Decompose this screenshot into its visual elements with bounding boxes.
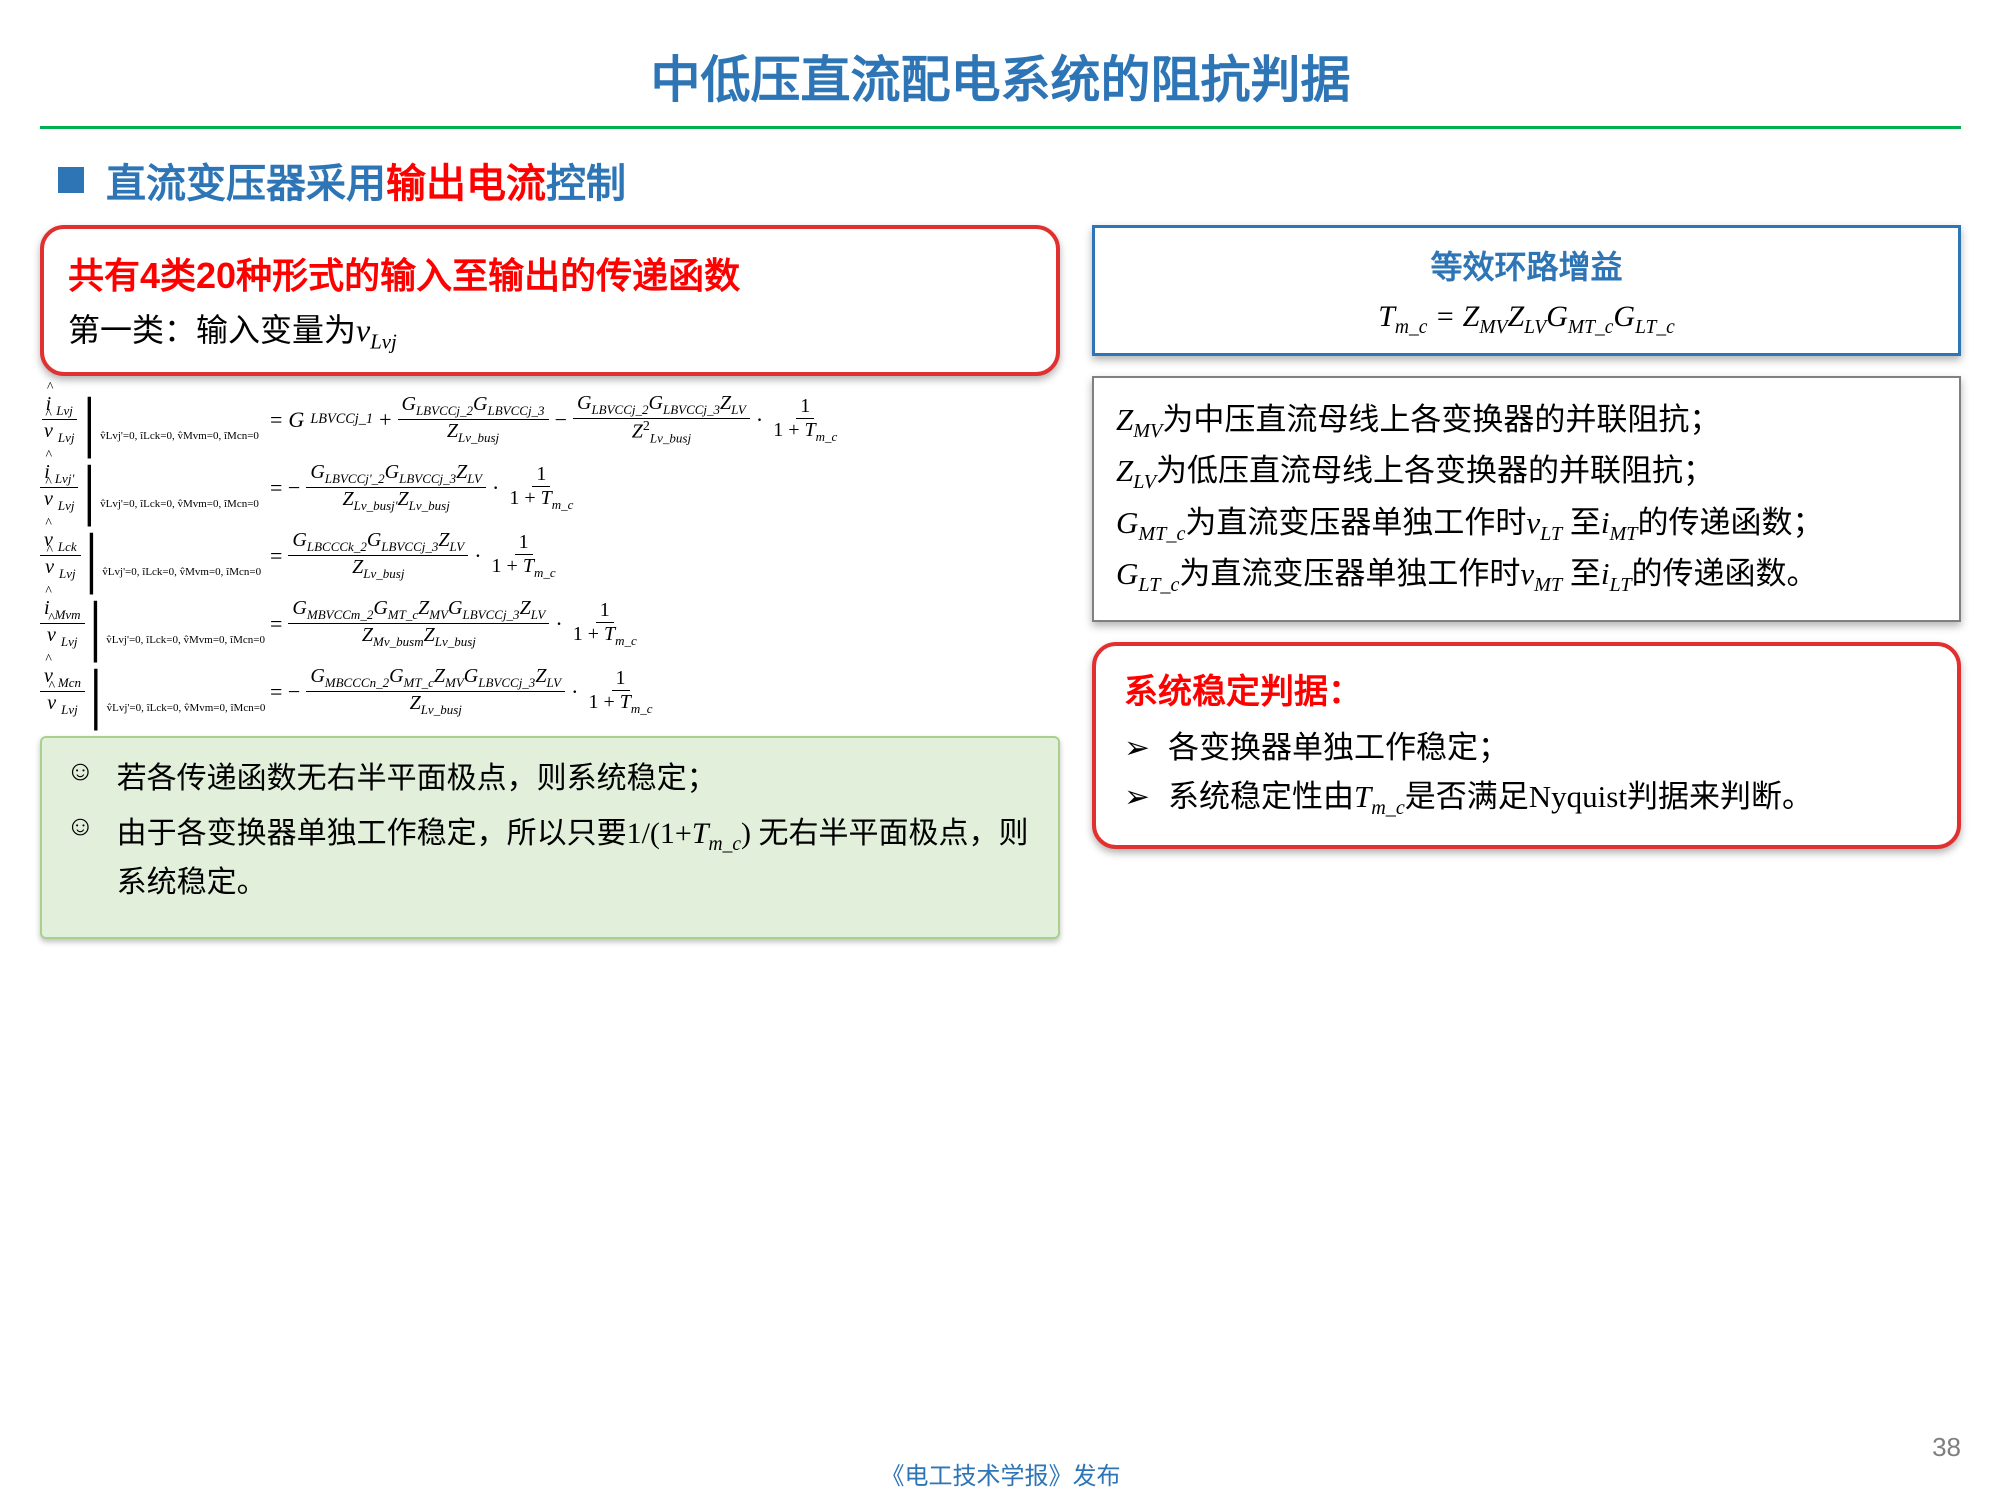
tf-header: 共有4类20种形式的输入至输出的传递函数 [68, 247, 1032, 299]
def-2: ZLV为低压直流母线上各变换器的并联阻抗； [1116, 447, 1937, 498]
stab-item-1: ➢ 各变换器单独工作稳定； [1124, 723, 1933, 773]
smile-icon: ☺ [66, 756, 95, 788]
subtitle-highlight: 输出电流 [386, 162, 546, 206]
page-title: 中低压直流配电系统的阻抗判据 [0, 0, 2001, 126]
tf-subheader: 第一类：输入变量为vLvj [68, 305, 1032, 354]
stab-item-2: ➢ 系统稳定性由Tm_c是否满足Nyquist判据来判断。 [1124, 772, 1933, 824]
transfer-function-box: 共有4类20种形式的输入至输出的传递函数 第一类：输入变量为vLvj [40, 225, 1060, 376]
footer-text: 《电工技术学报》发布 [0, 1456, 2001, 1491]
equation-5: v Mcn v Lvj | v̂Lvj'=0, îLck=0, v̂Mvm=0,… [40, 662, 1060, 720]
note-2: 由于各变换器单独工作稳定，所以只要1/(1+Tm_c) 无右半平面极点，则系统稳… [117, 811, 1034, 904]
equation-4: i Mvm v Lvj | v̂Lvj'=0, îLck=0, v̂Mvm=0,… [40, 594, 1060, 652]
stability-box: 系统稳定判据： ➢ 各变换器单独工作稳定； ➢ 系统稳定性由Tm_c是否满足Ny… [1092, 642, 1961, 849]
bullet-icon [58, 167, 84, 193]
tf-sub-pre: 第一类：输入变量为 [68, 312, 356, 348]
triangle-icon: ➢ [1124, 772, 1150, 822]
equation-3: v Lck v Lvj | v̂Lvj'=0, îLck=0, v̂Mvm=0,… [40, 526, 1060, 584]
loop-gain-eq: Tm_c = ZMVZLVGMT_cGLT_c [1113, 300, 1940, 339]
equations-block: i Lvj v Lvj | v̂Lvj'=0, îLck=0, v̂Mvm=0,… [40, 390, 1060, 720]
equation-1: i Lvj v Lvj | v̂Lvj'=0, îLck=0, v̂Mvm=0,… [40, 390, 1060, 448]
stability-header: 系统稳定判据： [1124, 664, 1933, 713]
equation-2: i Lvj' v Lvj | v̂Lvj'=0, îLck=0, v̂Mvm=0… [40, 458, 1060, 516]
loop-gain-box: 等效环路增益 Tm_c = ZMVZLVGMT_cGLT_c [1092, 225, 1961, 356]
subtitle-post: 控制 [546, 162, 626, 206]
smile-icon: ☺ [66, 811, 95, 843]
tf-sub-sub: Lvj [370, 330, 397, 353]
def-3: GMT_c为直流变压器单独工作时vLT 至iMT的传递函数； [1116, 499, 1937, 550]
green-note-box: ☺ 若各传递函数无右半平面极点，则系统稳定； ☺ 由于各变换器单独工作稳定，所以… [40, 736, 1060, 938]
definitions-box: ZMV为中压直流母线上各变换器的并联阻抗； ZLV为低压直流母线上各变换器的并联… [1092, 376, 1961, 622]
subtitle-pre: 直流变压器采用 [106, 162, 386, 206]
note-1: 若各传递函数无右半平面极点，则系统稳定； [117, 756, 717, 801]
def-4: GLT_c为直流变压器单独工作时vMT 至iLT的传递函数。 [1116, 550, 1937, 601]
divider [40, 126, 1961, 129]
tf-sub-var: v [356, 312, 370, 348]
subtitle: 直流变压器采用输出电流控制 [106, 151, 626, 209]
def-1: ZMV为中压直流母线上各变换器的并联阻抗； [1116, 396, 1937, 447]
triangle-icon: ➢ [1124, 723, 1150, 773]
loop-gain-label: 等效环路增益 [1113, 242, 1940, 288]
page-number: 38 [1932, 1432, 1961, 1463]
subtitle-row: 直流变压器采用输出电流控制 [0, 151, 2001, 209]
